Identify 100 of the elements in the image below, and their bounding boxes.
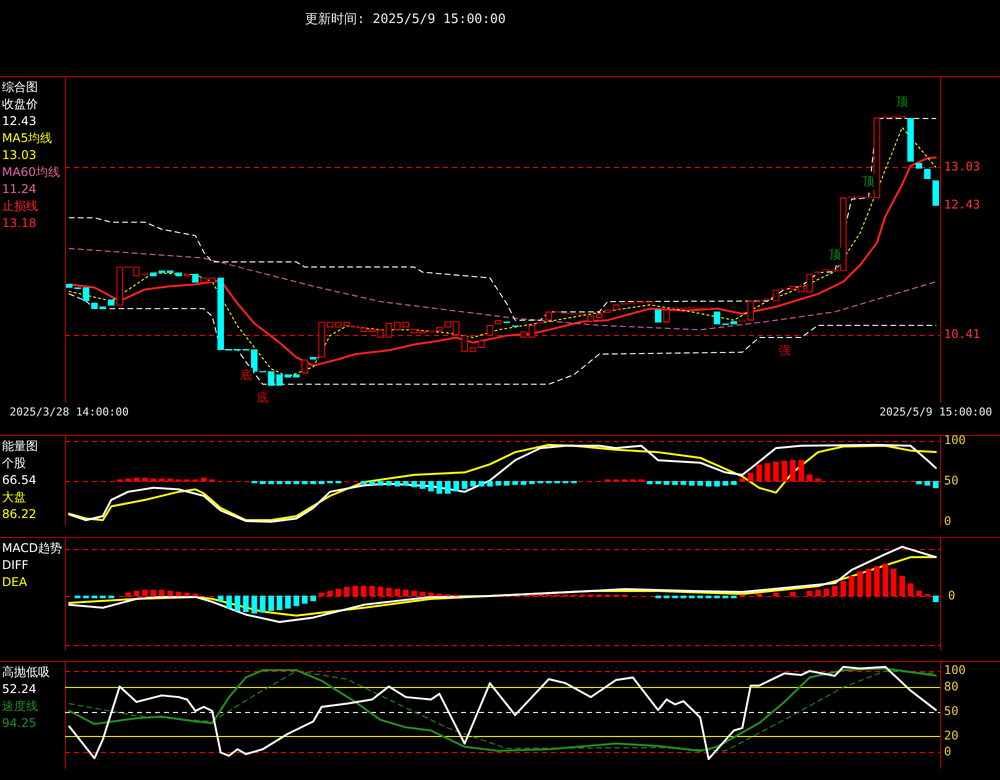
chart-title: 综合图 (2, 79, 39, 96)
bar (731, 596, 737, 598)
data-label: 底 (256, 390, 269, 404)
bar (512, 480, 518, 485)
candlestick (192, 274, 199, 283)
candlestick (461, 335, 468, 352)
bar (436, 594, 442, 596)
bar (706, 480, 712, 486)
bar (336, 480, 342, 484)
candlestick (730, 321, 738, 324)
bar (664, 480, 670, 485)
bar (554, 480, 560, 484)
bar (453, 480, 460, 492)
y-tick-label: 12.43 (944, 198, 980, 212)
y-tick-label: 50 (944, 704, 958, 718)
bar (436, 480, 442, 494)
candlestick (250, 349, 258, 372)
candlestick (772, 290, 780, 302)
bar (378, 480, 384, 486)
candlestick (747, 300, 754, 321)
candlestick (184, 274, 190, 276)
bar (932, 480, 939, 488)
bar (285, 480, 291, 484)
text: DEA (2, 574, 28, 591)
bar (294, 596, 300, 606)
text: 11.24 (2, 181, 38, 198)
y-tick-label: 20 (944, 728, 958, 742)
text: 94.25 (2, 715, 38, 732)
bar (571, 480, 577, 484)
data-label: 强 (778, 344, 790, 358)
bar (226, 596, 232, 609)
bar (924, 480, 930, 486)
candlestick (200, 278, 208, 283)
text: 速度线 (2, 698, 39, 715)
chart-title: MACD趋势 (2, 540, 62, 557)
y-tick-label: 100 (944, 432, 966, 447)
bar (260, 596, 266, 612)
bar (411, 480, 417, 488)
bar (394, 480, 400, 486)
y-tick-label: 13.03 (944, 159, 980, 174)
bar (428, 480, 434, 492)
candlestick (276, 374, 283, 386)
candlestick (932, 180, 940, 206)
data-label: 顶 (828, 248, 841, 262)
candlestick (806, 274, 813, 292)
candlestick (175, 272, 182, 276)
bar (538, 480, 544, 484)
candlestick (268, 371, 274, 386)
chart-title: 能量图 (2, 438, 38, 455)
bar (176, 592, 182, 596)
bar (251, 596, 258, 614)
y-tick-label: 50 (944, 473, 958, 488)
bar (285, 596, 291, 609)
bar (714, 596, 720, 598)
bar (386, 480, 392, 486)
bar (680, 480, 686, 485)
y-tick-label: 80 (944, 679, 958, 694)
candlestick (916, 162, 922, 169)
bar (655, 480, 661, 484)
candlestick (494, 320, 502, 324)
bar (529, 480, 535, 484)
x-tick-label: 2025/3/28 14:00:00 (10, 405, 129, 418)
candlestick (663, 310, 670, 322)
text: 个股 (2, 455, 27, 472)
text: 13.18 (2, 215, 38, 232)
candlestick (326, 322, 334, 328)
bar (276, 480, 282, 484)
bar (83, 596, 89, 598)
bar (369, 480, 375, 485)
candlestick (217, 278, 224, 350)
bar (167, 590, 173, 596)
bar (360, 480, 367, 484)
bar (672, 596, 678, 598)
bar (697, 480, 704, 486)
candlestick (907, 118, 914, 162)
candlestick (150, 272, 157, 276)
bar (731, 480, 737, 485)
candlestick (798, 286, 805, 292)
data-label: 顶 (862, 174, 874, 188)
bar (680, 596, 686, 598)
bar (310, 480, 316, 484)
bar (108, 596, 114, 598)
bar (688, 480, 695, 486)
bar (487, 480, 493, 486)
candlestick (208, 278, 216, 283)
text: 66.54 (2, 472, 38, 489)
text: 止损线 (2, 198, 39, 215)
bar (655, 596, 661, 598)
bar (310, 596, 316, 602)
bar (932, 596, 939, 602)
x-tick-label: 2025/5/9 15:00:00 (879, 405, 992, 418)
text: 高抛低吸 (2, 664, 50, 681)
text: 13.03 (2, 147, 38, 164)
bar (100, 596, 106, 598)
bar (302, 480, 308, 484)
text: DIFF (2, 557, 30, 574)
candlestick (360, 328, 368, 332)
candlestick (66, 284, 73, 288)
candlestick (470, 347, 476, 352)
text: 86.22 (2, 506, 38, 523)
